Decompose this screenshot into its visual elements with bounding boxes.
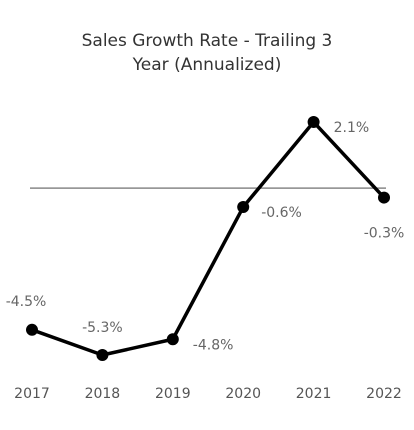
data-label-2017: -4.5%	[6, 294, 47, 310]
data-point-2018	[96, 349, 109, 361]
chart-title-line-2: Year (Annualized)	[132, 55, 282, 75]
data-label-2018: -5.3%	[82, 320, 123, 336]
series-line	[31, 120, 386, 357]
data-point-2022	[378, 191, 390, 204]
x-tick-label-2018: 2018	[85, 386, 121, 402]
data-point-2017	[26, 323, 38, 336]
x-tick-label-2017: 2017	[14, 386, 50, 402]
data-label-2020: -0.6%	[261, 205, 302, 221]
data-point-2019	[166, 333, 179, 346]
data-point-2020	[237, 201, 250, 214]
data-label-2019: -4.8%	[193, 337, 234, 353]
x-tick-label-2022: 2022	[366, 386, 402, 402]
data-points	[26, 116, 390, 361]
x-tick-label-2019: 2019	[155, 386, 191, 402]
data-label-2021: 2.1%	[334, 120, 370, 136]
x-axis-tick-labels: 2017 2018 2019 2020 2021 2022	[14, 386, 402, 402]
chart-title-line-1: Sales Growth Rate - Trailing 3	[82, 31, 333, 51]
data-labels: -4.5% -5.3% -4.8% -0.6% 2.1% -0.3%	[6, 120, 405, 353]
data-label-2022: -0.3%	[364, 226, 405, 242]
data-point-2021	[307, 116, 320, 128]
x-tick-label-2020: 2020	[225, 386, 261, 402]
x-tick-label-2021: 2021	[296, 386, 332, 402]
